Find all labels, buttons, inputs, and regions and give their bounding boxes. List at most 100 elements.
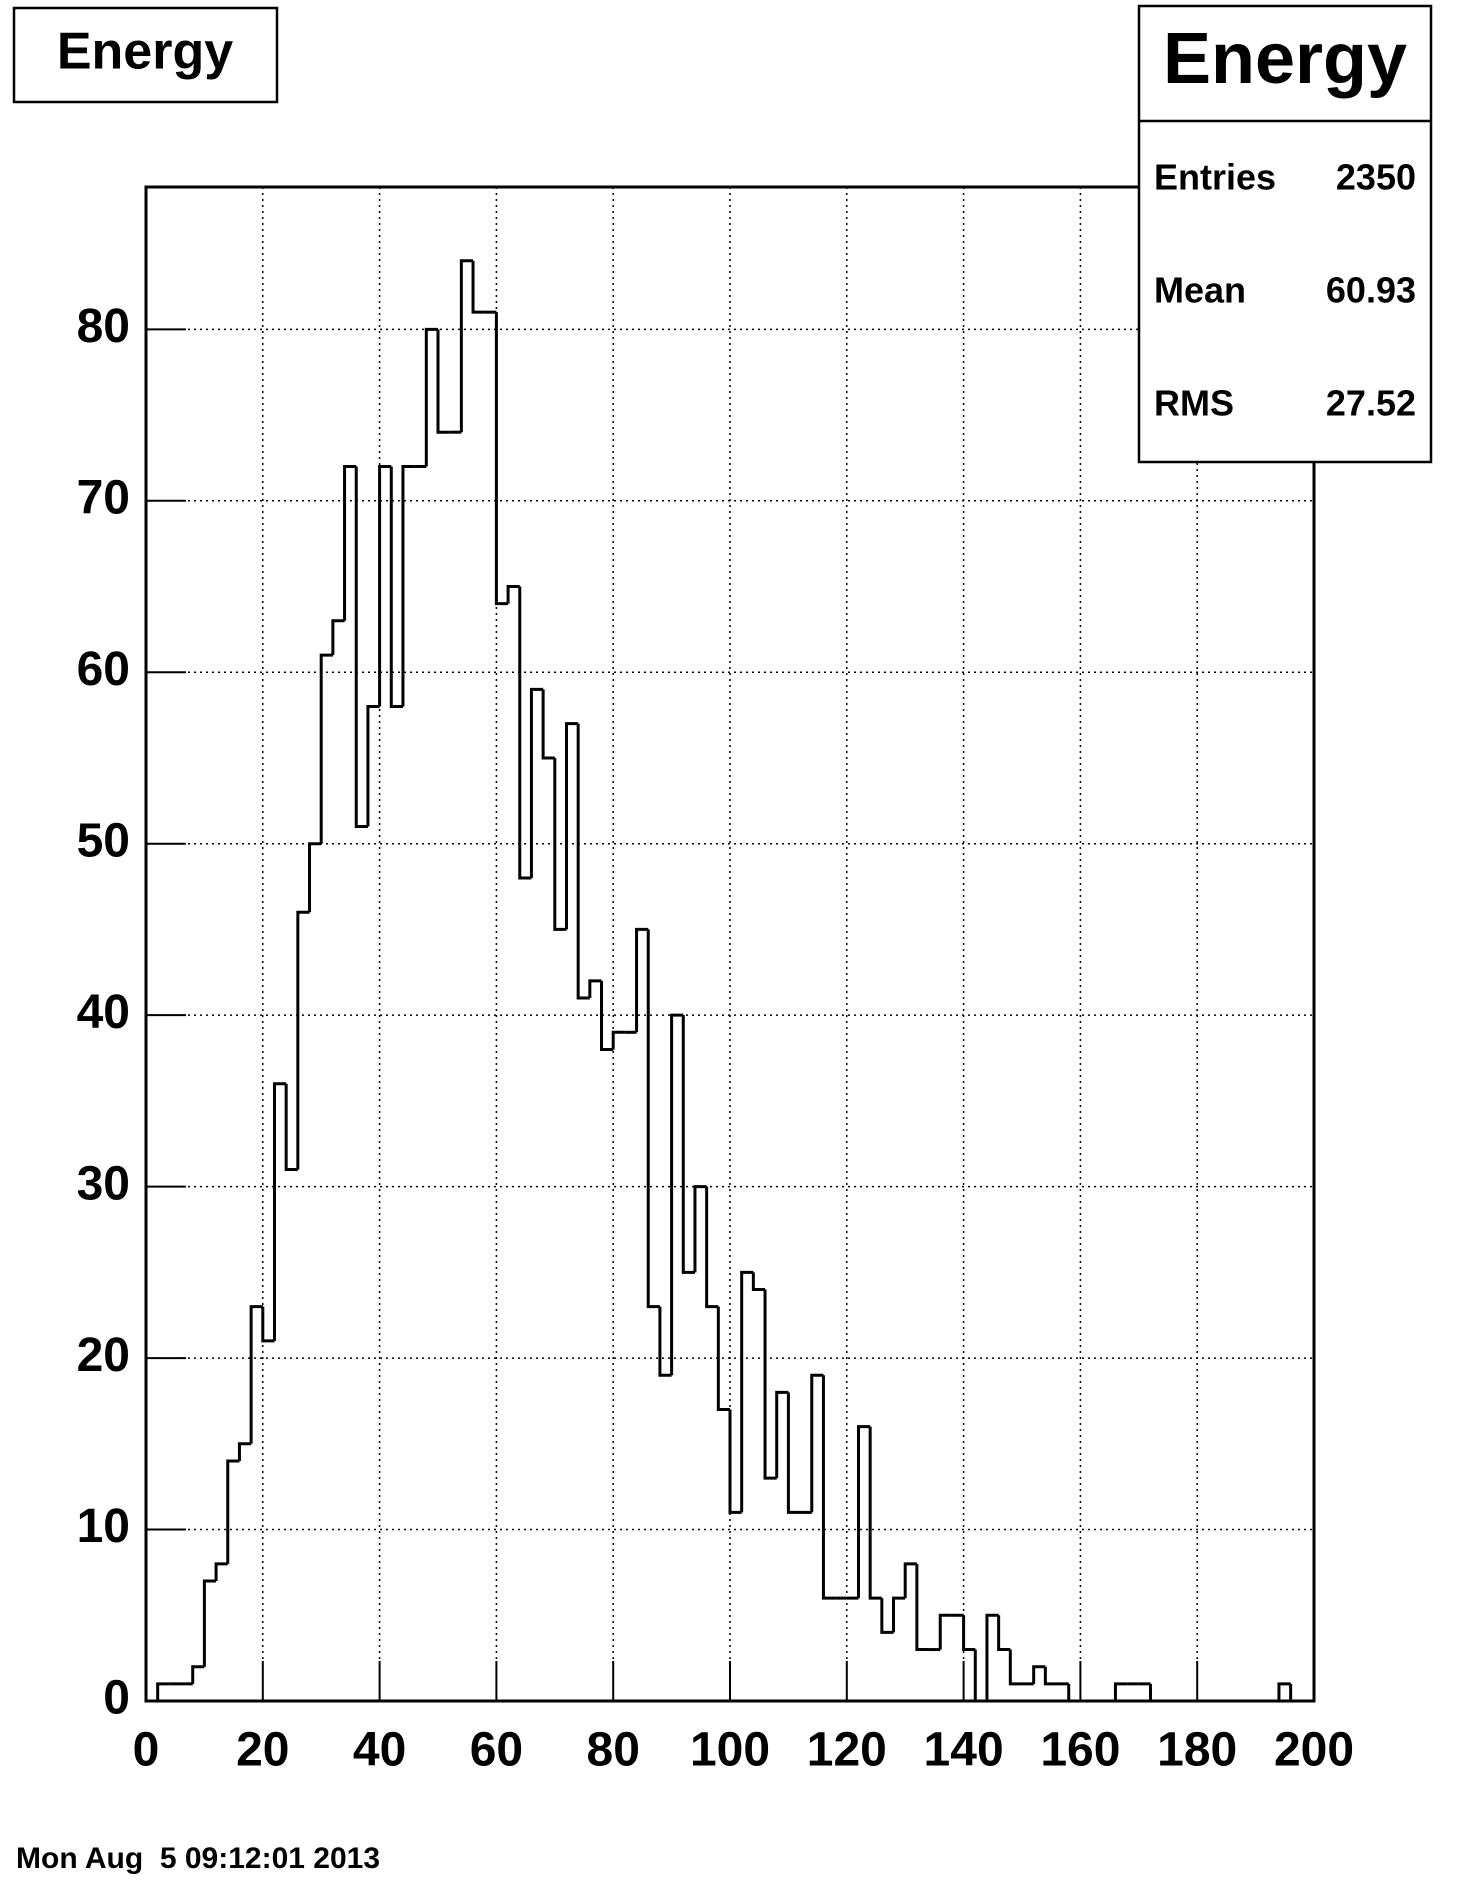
histogram-bin xyxy=(343,464,357,621)
histogram-bin xyxy=(868,1426,882,1600)
histogram-bin xyxy=(1043,1666,1058,1686)
histogram-bin xyxy=(518,586,532,880)
histogram-bin xyxy=(892,1596,906,1633)
stats-label: Entries xyxy=(1154,157,1276,198)
histogram-bin xyxy=(529,687,544,878)
histogram-bin xyxy=(214,1562,228,1581)
footer-date: Mon Aug 5 09:12:01 2013 xyxy=(16,1842,380,1875)
title-box xyxy=(12,6,279,104)
histogram-bin xyxy=(576,723,590,1000)
histogram-bin xyxy=(424,327,438,467)
x-tick-label: 20 xyxy=(236,1724,289,1777)
histogram-bin xyxy=(705,1186,719,1309)
x-tick-label: 200 xyxy=(1274,1724,1354,1777)
histogram-bin xyxy=(635,927,649,1033)
histogram-bin xyxy=(226,1459,240,1564)
x-tick-label: 120 xyxy=(807,1724,887,1777)
histogram-bin xyxy=(611,1030,625,1050)
stats-box xyxy=(1137,4,1433,464)
y-tick-label: 80 xyxy=(77,300,130,353)
stats-label: Mean xyxy=(1154,270,1246,311)
x-tick-label: 80 xyxy=(587,1724,640,1777)
x-tick-label: 160 xyxy=(1040,1724,1120,1777)
histogram-bin xyxy=(681,1015,695,1274)
stats-value: 2350 xyxy=(1336,157,1416,198)
x-tick-label: 60 xyxy=(470,1724,523,1777)
histogram-bin xyxy=(763,1289,777,1480)
y-tick-label: 20 xyxy=(77,1329,130,1382)
histogram-bin xyxy=(786,1392,801,1514)
y-tick-label: 0 xyxy=(103,1672,130,1725)
histogram-bin xyxy=(962,1615,976,1652)
histogram-bin xyxy=(1277,1682,1291,1701)
histogram-bin xyxy=(378,464,392,707)
histogram-bin xyxy=(751,1272,766,1291)
histogram-bin xyxy=(821,1375,836,1600)
histogram-bin xyxy=(810,1373,824,1513)
x-tick-label: 40 xyxy=(353,1724,406,1777)
histogram-bin xyxy=(938,1613,952,1650)
histogram-bin xyxy=(740,1270,754,1513)
histogram-bin xyxy=(471,260,485,314)
chart-title: Energy xyxy=(57,23,233,81)
y-tick-label: 70 xyxy=(77,471,130,524)
histogram-bin xyxy=(506,585,520,604)
histogram-bin xyxy=(915,1563,929,1652)
y-tick-label: 30 xyxy=(77,1157,130,1210)
histogram-bin xyxy=(600,980,614,1051)
plot-frame xyxy=(144,185,1316,1703)
histogram-bin xyxy=(331,619,345,656)
histogram-bin xyxy=(728,1409,742,1514)
histogram-bin xyxy=(237,1442,252,1461)
y-tick-label: 50 xyxy=(77,814,130,867)
histogram-bin xyxy=(880,1598,894,1634)
histogram-bin xyxy=(588,979,602,999)
histogram-bin xyxy=(261,1306,275,1343)
histogram-bin xyxy=(1032,1665,1046,1684)
histogram-bin xyxy=(401,464,415,707)
y-tick-label: 60 xyxy=(77,643,130,696)
histogram-bin xyxy=(1148,1683,1163,1703)
histogram-bin xyxy=(716,1306,730,1412)
histogram-bin xyxy=(494,312,509,606)
x-tick-label: 140 xyxy=(924,1724,1004,1777)
histogram-bin xyxy=(985,1613,999,1701)
y-tick-label: 40 xyxy=(77,986,130,1039)
histogram-bin xyxy=(646,929,660,1309)
x-tick-label: 0 xyxy=(133,1724,160,1777)
x-tick-label: 100 xyxy=(690,1724,770,1777)
histogram-bin xyxy=(658,1306,672,1377)
histogram-bin xyxy=(308,842,322,913)
histogram-bin xyxy=(1008,1649,1022,1686)
x-tick-label: 180 xyxy=(1157,1724,1237,1777)
histogram-bin xyxy=(389,466,403,709)
stats-label: RMS xyxy=(1154,383,1234,424)
histogram-bin xyxy=(1113,1682,1128,1701)
histogram-bin xyxy=(553,757,567,931)
histogram-bin xyxy=(541,689,555,760)
histogram-bin xyxy=(272,1082,287,1341)
histogram-bin xyxy=(354,466,368,829)
histogram-bin xyxy=(191,1665,205,1684)
histogram-bin xyxy=(156,1682,170,1701)
histogram-bin xyxy=(775,1390,789,1479)
histogram-bin xyxy=(436,329,450,434)
histogram-bin xyxy=(856,1425,871,1599)
histogram-bin xyxy=(903,1562,917,1599)
histogram-bin xyxy=(997,1615,1011,1652)
y-tick-label: 10 xyxy=(77,1500,130,1553)
histogram-bin xyxy=(973,1649,987,1703)
histogram-bin xyxy=(366,705,380,827)
histogram-bin xyxy=(319,653,333,844)
histogram-bin xyxy=(1289,1683,1303,1703)
stats-title: Energy xyxy=(1163,19,1407,99)
histogram-bin xyxy=(564,722,579,930)
histogram-bin xyxy=(459,259,474,433)
histogram-bin xyxy=(249,1305,263,1444)
histogram-bin xyxy=(1067,1683,1081,1703)
histogram-bin xyxy=(284,1083,298,1171)
histogram-bin xyxy=(670,1013,684,1376)
histogram-bin xyxy=(202,1579,217,1667)
